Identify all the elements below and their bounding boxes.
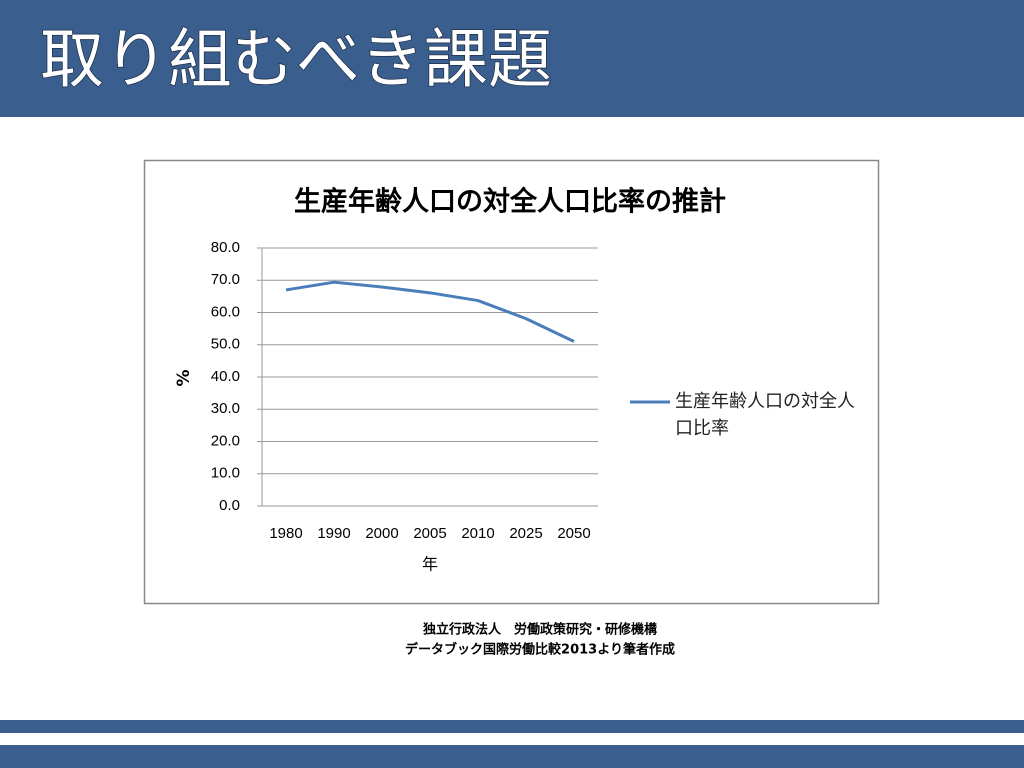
x-tick-label: 1980 — [269, 525, 302, 542]
legend: 生産年齢人口の対全人口比率 — [675, 391, 855, 439]
legend-label: 生産年齢人口の対全人口比率 — [675, 391, 855, 439]
footer-stripe — [0, 720, 1024, 733]
x-tick-label: 2050 — [557, 525, 590, 542]
y-tick-label: 30.0 — [211, 400, 240, 417]
chart-frame — [143, 159, 880, 605]
slide-title: 取り組むべき課題 — [40, 24, 552, 98]
y-tick-label: 60.0 — [211, 303, 240, 320]
y-tick-label: 80.0 — [211, 239, 240, 256]
y-tick-label: 50.0 — [211, 336, 240, 353]
y-axis-label: % — [174, 369, 194, 386]
y-tick-label: 40.0 — [211, 368, 240, 385]
chart-title: 生産年齢人口の対全人口比率の推計 — [294, 186, 726, 218]
y-tick-label: 20.0 — [211, 432, 240, 449]
x-tick-label: 2005 — [413, 525, 446, 542]
source-line: データブック国際労働比較2013より筆者作成 — [405, 642, 675, 658]
x-tick-label: 2000 — [365, 525, 398, 542]
data-line — [285, 280, 575, 343]
y-tick-label: 70.0 — [211, 271, 240, 288]
x-tick-label: 2010 — [461, 525, 494, 542]
x-tick-label: 1990 — [317, 525, 350, 542]
footer-stripe — [0, 745, 1024, 768]
header-bar — [0, 0, 1024, 117]
y-tick-label: 0.0 — [219, 497, 240, 514]
x-axis-label: 年 — [422, 555, 438, 574]
source-line: 独立行政法人 労働政策研究・研修機構 — [423, 622, 657, 638]
x-tick-label: 2025 — [509, 525, 542, 542]
y-tick-label: 10.0 — [211, 465, 240, 482]
